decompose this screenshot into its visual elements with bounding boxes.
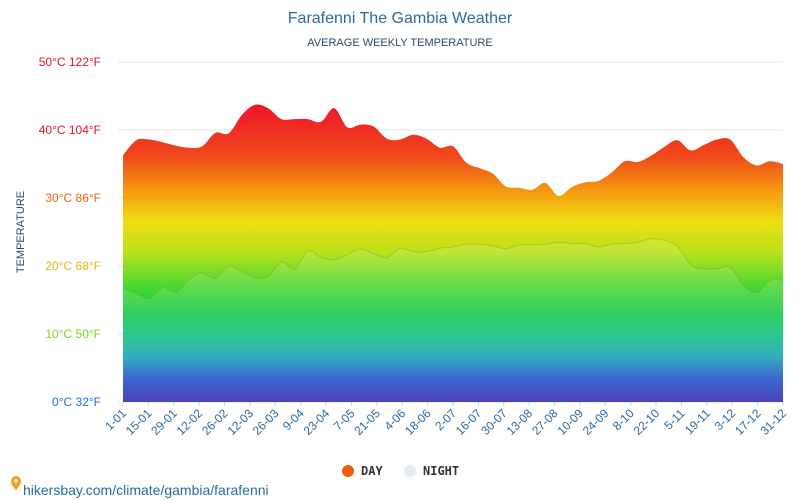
day-temperature-area [123, 104, 783, 403]
legend-day-label[interactable]: DAY [361, 464, 383, 478]
x-tick-label: 24-09 [580, 406, 612, 438]
x-tick-label: 30-07 [478, 406, 510, 438]
x-tick-label: 27-08 [529, 406, 561, 438]
x-tick-label: 13-08 [504, 406, 536, 438]
chart-title: Farafenni The Gambia Weather [288, 10, 513, 27]
y-tick-label: 0°C 32°F [52, 395, 101, 409]
x-tick-label: 23-04 [301, 406, 333, 438]
x-tick-label: 16-07 [453, 406, 485, 438]
x-tick-label: 26-02 [199, 406, 231, 438]
x-tick-label: 21-05 [351, 406, 383, 438]
location-pin-icon [11, 476, 21, 490]
y-tick-label: 30°C 86°F [45, 191, 101, 205]
x-tick-label: 10-09 [554, 406, 586, 438]
x-tick-label: 17-12 [732, 406, 764, 438]
chart-subtitle: AVERAGE WEEKLY TEMPERATURE [307, 37, 492, 49]
footer: hikersbay.com/climate/gambia/farafenni [11, 476, 269, 498]
x-tick-label: 26-03 [250, 406, 282, 438]
legend-night-label[interactable]: NIGHT [423, 464, 459, 478]
legend-day-marker[interactable] [342, 465, 354, 477]
legend: DAY NIGHT [342, 464, 459, 478]
footer-link[interactable]: hikersbay.com/climate/gambia/farafenni [23, 482, 269, 498]
y-axis-label: TEMPERATURE [15, 191, 27, 273]
night-overlay-area [123, 238, 783, 402]
y-tick-label: 20°C 68°F [45, 259, 101, 273]
x-tick-label: 12-03 [224, 406, 256, 438]
x-tick-label: 22-10 [631, 406, 663, 438]
x-tick-label: 15-01 [123, 406, 155, 438]
x-axis-ticks: 1-0115-0129-0112-0226-0212-0326-039-0423… [102, 402, 789, 438]
legend-night-marker[interactable] [404, 465, 416, 477]
x-tick-label: 29-01 [148, 406, 180, 438]
x-tick-label: 18-06 [402, 406, 434, 438]
y-tick-label: 40°C 104°F [39, 123, 101, 137]
y-tick-label: 10°C 50°F [45, 327, 101, 341]
y-tick-label: 50°C 122°F [39, 55, 101, 69]
x-tick-label: 31-12 [758, 406, 790, 438]
x-tick-label: 19-11 [682, 406, 713, 437]
location-pin-icon-dot [14, 479, 18, 483]
x-tick-label: 12-02 [174, 406, 206, 438]
y-axis-ticks: 0°C 32°F 10°C 50°F 20°C 68°F 30°C 86°F 40°C … [39, 55, 101, 409]
night-temperature-line [122, 238, 784, 300]
